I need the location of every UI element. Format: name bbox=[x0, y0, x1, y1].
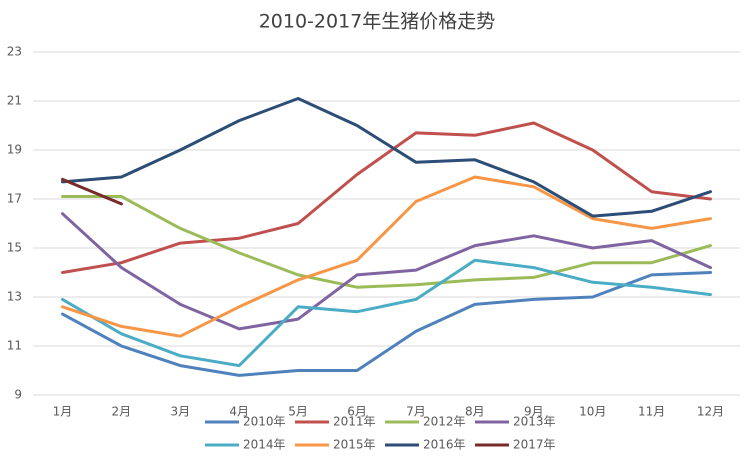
chart-title: 2010-2017年生猪价格走势 bbox=[259, 11, 496, 33]
x-tick-label: 8月 bbox=[465, 405, 485, 419]
y-tick-label: 19 bbox=[7, 143, 22, 157]
series-line bbox=[61, 258, 712, 368]
y-tick-label: 17 bbox=[7, 192, 22, 206]
x-tick-label: 6月 bbox=[347, 405, 367, 419]
series-line bbox=[61, 195, 712, 289]
x-tick-label: 12月 bbox=[697, 405, 724, 419]
series-line bbox=[61, 271, 712, 377]
legend-label: 2013年 bbox=[513, 415, 556, 429]
x-tick-label: 5月 bbox=[288, 405, 308, 419]
y-tick-label: 11 bbox=[7, 339, 22, 353]
x-tick-label: 2月 bbox=[112, 405, 132, 419]
y-tick-label: 23 bbox=[7, 45, 22, 59]
legend-label: 2015年 bbox=[333, 438, 376, 452]
series-line bbox=[61, 121, 712, 274]
legend-label: 2014年 bbox=[243, 438, 286, 452]
x-tick-label: 9月 bbox=[524, 405, 544, 419]
series-line bbox=[61, 175, 712, 338]
series-line bbox=[61, 212, 712, 331]
legend-label: 2011年 bbox=[333, 415, 376, 429]
legend-label: 2012年 bbox=[423, 415, 466, 429]
legend-label: 2010年 bbox=[243, 415, 286, 429]
y-tick-label: 15 bbox=[7, 241, 22, 255]
y-tick-label: 13 bbox=[7, 290, 22, 304]
y-tick-label: 21 bbox=[7, 94, 22, 108]
x-tick-label: 3月 bbox=[170, 405, 190, 419]
x-tick-label: 1月 bbox=[53, 405, 73, 419]
x-tick-label: 7月 bbox=[406, 405, 426, 419]
x-tick-label: 11月 bbox=[638, 405, 665, 419]
series-line bbox=[61, 97, 712, 218]
x-tick-label: 10月 bbox=[579, 405, 606, 419]
y-tick-label: 9 bbox=[14, 388, 22, 402]
series-line bbox=[61, 177, 123, 206]
legend-label: 2017年 bbox=[513, 438, 556, 452]
legend-label: 2016年 bbox=[423, 438, 466, 452]
x-tick-label: 4月 bbox=[229, 405, 249, 419]
